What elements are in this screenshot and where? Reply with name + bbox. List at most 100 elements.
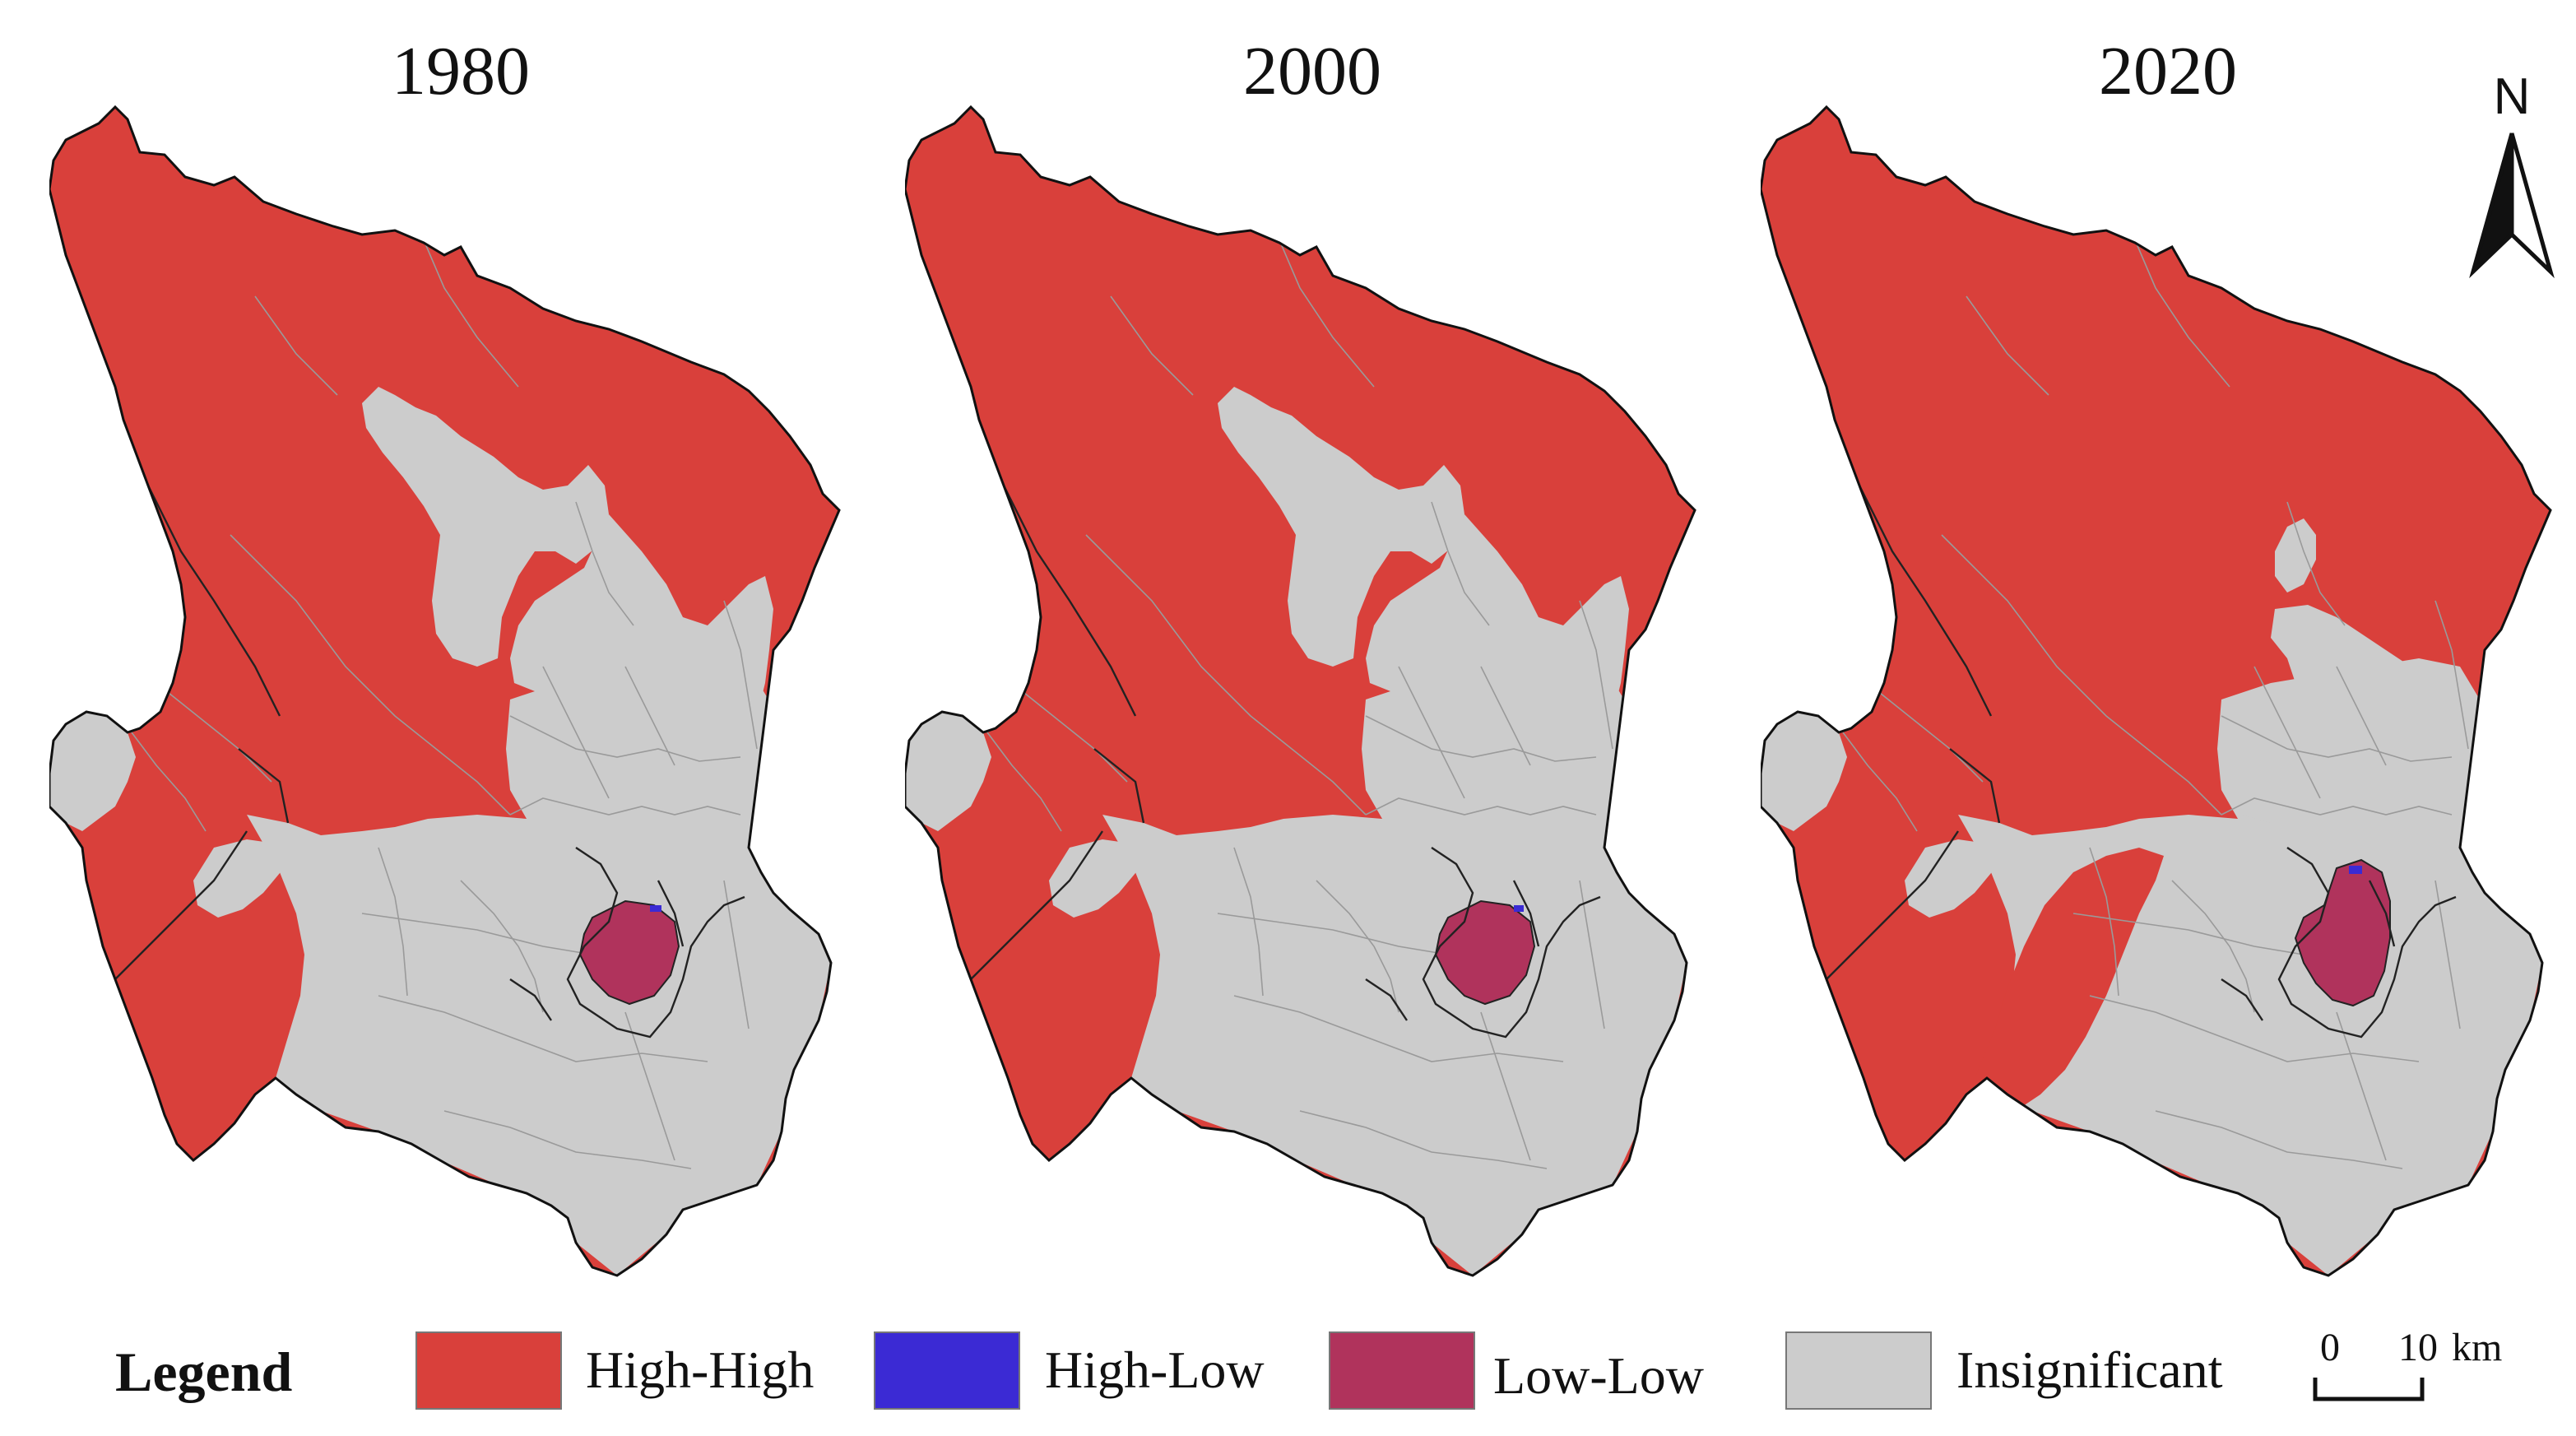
district-boundary [238, 748, 290, 824]
region-low-low [2294, 858, 2391, 1007]
map-panel-2020 [1761, 105, 2552, 1277]
district-boundary [509, 978, 552, 1021]
district-boundary [1422, 847, 1601, 1039]
boundary-line [2130, 230, 2230, 388]
legend-label-high-low: High-Low [1045, 1341, 1265, 1399]
district-boundary [1949, 748, 2001, 824]
map-title-2020: 2020 [2099, 33, 2237, 109]
map-regions [49, 107, 839, 1276]
scale-bar-line [2313, 1378, 2425, 1401]
boundary-line [230, 534, 511, 816]
region-insignificant [1761, 712, 1847, 831]
district-boundary [1826, 830, 1959, 980]
district-boundary [2221, 978, 2263, 1021]
boundary-line [460, 880, 544, 1013]
legend-label-low-low: Low-Low [1493, 1346, 1704, 1405]
map-regions [905, 107, 1695, 1276]
region-high-low [1514, 905, 1524, 912]
boundary-line [2171, 880, 2255, 1013]
boundary-line [155, 682, 272, 783]
region-insignificant [247, 815, 831, 1276]
district-boundary [114, 830, 248, 980]
district-boundary [941, 681, 1029, 713]
map-title-1980: 1980 [392, 33, 530, 109]
district-boundary [2368, 880, 2396, 947]
district-boundary [566, 847, 745, 1039]
scale-label-unit: km [2452, 1326, 2503, 1369]
scale-label-end: 10 [2398, 1326, 2438, 1369]
boundary-line [2072, 913, 2304, 955]
boundary-line [2221, 797, 2453, 816]
legend-swatch-high-low [874, 1331, 1020, 1410]
boundary-line [509, 797, 741, 816]
legend-swatch-high-high [415, 1331, 562, 1410]
boundary-line [1110, 295, 1194, 396]
boundary-line [131, 732, 207, 832]
region-insignificant [1366, 514, 1629, 724]
boundary-line [2336, 666, 2387, 766]
boundary-line [1579, 880, 1605, 1029]
boundary-line [2253, 666, 2321, 799]
legend: Legend High-High High-Low Low-Low Insign… [0, 1300, 2576, 1436]
legend-swatch-low-low [1329, 1331, 1475, 1410]
map-title-2000: 2000 [1243, 33, 1381, 109]
boundary-line [1966, 295, 2049, 396]
district-boundary [1858, 485, 1993, 717]
boundary-line [723, 600, 758, 750]
scale-bar: 0 10 km [2312, 1325, 2518, 1415]
boundary-line [723, 880, 750, 1029]
boundary-line [542, 666, 610, 799]
boundary-line [2434, 880, 2461, 1029]
boundary-line [1842, 732, 1918, 832]
district-boundary [657, 880, 685, 947]
boundary-line [1579, 600, 1613, 750]
boundary-line [1217, 913, 1449, 955]
region-insignificant [362, 387, 609, 667]
region-insignificant [2226, 605, 2481, 839]
boundary-line [361, 913, 593, 955]
boundary-line [2286, 501, 2346, 626]
boundary-line [1274, 230, 1375, 388]
region-high-low [2349, 866, 2362, 874]
boundary-line [419, 230, 519, 388]
district-boundary [970, 830, 1103, 980]
boundary-line [378, 995, 708, 1062]
study-area-outline [1761, 105, 2552, 1277]
map-panel-2000 [905, 105, 1696, 1277]
boundary-line [1085, 534, 1367, 816]
boundary-line [1431, 501, 1490, 626]
boundary-line [2089, 995, 2420, 1062]
boundary-line [1480, 666, 1531, 766]
scale-label-start: 0 [2320, 1326, 2340, 1369]
study-area-outline [49, 105, 841, 1277]
north-arrow-icon: N [2469, 68, 2555, 279]
boundary-line [1316, 880, 1399, 1013]
boundary-line [1011, 682, 1128, 783]
district-boundary [146, 485, 281, 717]
boundary-line [1867, 682, 1984, 783]
district-boundary [1797, 681, 1885, 713]
legend-swatch-insignificant [1785, 1331, 1932, 1410]
boundary-line [2089, 847, 2119, 997]
region-high-high [1966, 848, 2164, 1111]
region-insignificant [1905, 839, 1995, 918]
district-boundary [1512, 880, 1540, 947]
study-area-outline [905, 105, 1696, 1277]
boundary-line [1398, 666, 1465, 799]
boundary-line [986, 732, 1062, 832]
boundary-line [1299, 1110, 1548, 1169]
boundary-line [1233, 847, 1264, 997]
boundary-line [2434, 600, 2469, 750]
region-insignificant [905, 712, 991, 831]
map-regions [1761, 107, 2550, 1276]
region-insignificant [1218, 387, 1464, 667]
boundary-line [2336, 1011, 2387, 1161]
region-insignificant [1102, 815, 1687, 1276]
boundary-line [1365, 797, 1597, 816]
boundary-line [575, 501, 634, 626]
district-boundary [1093, 748, 1145, 824]
region-high-low [650, 905, 661, 912]
boundary-line [624, 666, 675, 766]
legend-label-high-high: High-High [586, 1341, 815, 1399]
boundary-line [1233, 995, 1564, 1062]
